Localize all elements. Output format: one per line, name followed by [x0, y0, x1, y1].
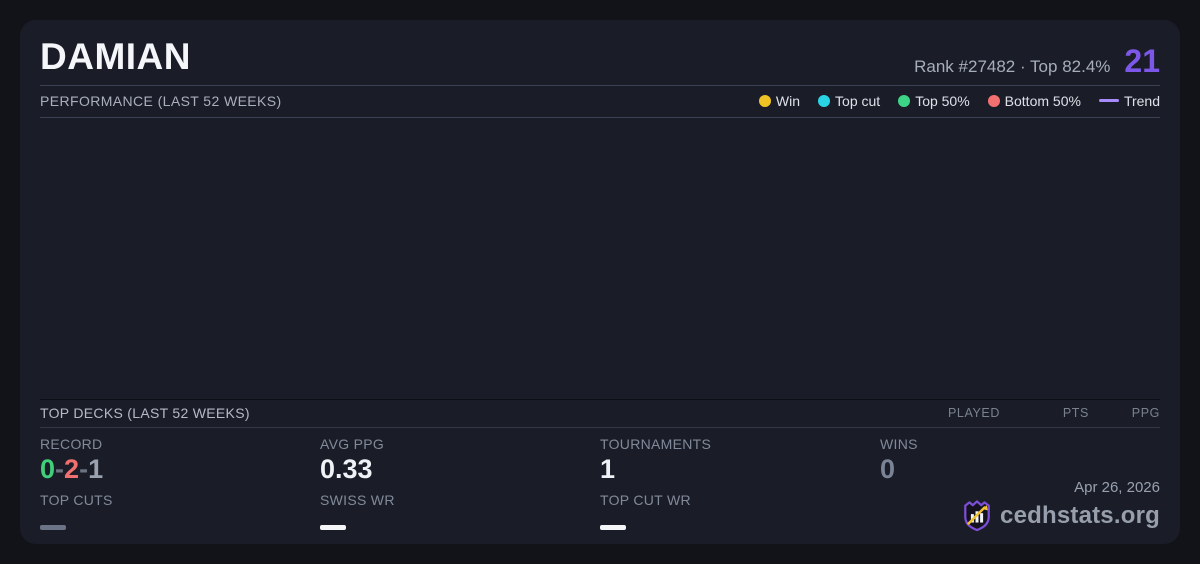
performance-header-row: PERFORMANCE (LAST 52 WEEKS) Win Top cut … — [40, 86, 1160, 117]
stat-top-cuts: TOP CUTS — [40, 492, 320, 530]
brand-name: cedhstats.org — [1000, 501, 1160, 529]
brand[interactable]: cedhstats.org — [962, 499, 1160, 532]
record-draws: 1 — [88, 453, 104, 484]
legend-item-trend[interactable]: Trend — [1098, 92, 1160, 109]
top-decks-columns: PLAYED PTS PPG — [938, 406, 1160, 420]
generated-date: Apr 26, 2026 — [1074, 479, 1160, 496]
card-header: DAMIAN Rank #27482 · Top 82.4% 21 — [40, 36, 1160, 85]
stats-grid: RECORD 0-2-1 AVG PPG 0.33 TOURNAMENTS 1 … — [40, 428, 1160, 530]
bottom-50-dot-icon — [987, 94, 1000, 107]
stat-label: RECORD — [40, 435, 103, 452]
stat-tournaments: TOURNAMENTS 1 — [600, 436, 880, 485]
stat-top-cut-wr: TOP CUT WR — [600, 492, 880, 530]
score-value: 21 — [1124, 42, 1160, 79]
top-cut-wr-empty-value — [600, 525, 626, 530]
stat-wins: WINS 0 — [880, 436, 1160, 485]
card-footer: Apr 26, 2026 cedhstats.org — [962, 479, 1160, 532]
record-separator: - — [55, 453, 65, 484]
chart-legend: Win Top cut Top 50% Bottom 50% Trend — [758, 92, 1160, 109]
column-header-pts: PTS — [1062, 405, 1089, 420]
column-header-ppg: PPG — [1131, 405, 1160, 420]
stat-record: RECORD 0-2-1 — [40, 436, 320, 485]
rank-text: Rank #27482 · Top 82.4% — [914, 56, 1111, 76]
legend-label: Top cut — [835, 92, 881, 109]
header-divider — [40, 84, 1160, 86]
tournaments-value: 1 — [600, 453, 616, 484]
record-separator: - — [79, 453, 89, 484]
record-wins: 0 — [40, 453, 56, 484]
stat-avg-ppg: AVG PPG 0.33 — [320, 436, 600, 485]
trend-line-icon — [1098, 99, 1119, 103]
swiss-wr-empty-value — [320, 525, 346, 530]
legend-label: Top 50% — [915, 92, 970, 109]
legend-label: Win — [775, 92, 801, 109]
stat-label: SWISS WR — [320, 492, 395, 508]
top-cut-dot-icon — [818, 94, 831, 107]
stat-label: WINS — [880, 435, 918, 452]
avg-ppg-value: 0.33 — [320, 453, 373, 484]
player-stats-card: DAMIAN Rank #27482 · Top 82.4% 21 PERFOR… — [20, 20, 1180, 544]
stat-label: AVG PPG — [320, 435, 385, 452]
legend-item-top-cut[interactable]: Top cut — [818, 93, 880, 109]
record-losses: 2 — [64, 453, 80, 484]
stat-label: TOP CUTS — [40, 492, 113, 508]
legend-item-bottom-50[interactable]: Bottom 50% — [987, 92, 1081, 109]
cedhstats-logo-icon — [964, 500, 990, 532]
legend-label: Trend — [1123, 92, 1160, 109]
stat-label: TOURNAMENTS — [600, 435, 712, 452]
performance-title: PERFORMANCE (LAST 52 WEEKS) — [40, 92, 282, 109]
rank-summary: Rank #27482 · Top 82.4% 21 — [914, 42, 1160, 79]
legend-label: Bottom 50% — [1004, 92, 1081, 109]
top-decks-title: TOP DECKS (LAST 52 WEEKS) — [40, 404, 250, 421]
win-dot-icon — [758, 94, 771, 107]
top-50-dot-icon — [898, 94, 911, 107]
legend-item-top-50[interactable]: Top 50% — [898, 92, 970, 109]
record-value: 0-2-1 — [40, 454, 320, 485]
column-header-played: PLAYED — [947, 405, 1000, 420]
performance-divider — [40, 116, 1160, 118]
stat-label: TOP CUT WR — [600, 492, 691, 508]
legend-item-win[interactable]: Win — [758, 92, 801, 109]
performance-chart — [40, 118, 1160, 399]
player-name: DAMIAN — [40, 36, 191, 77]
wins-value: 0 — [880, 453, 896, 484]
top-decks-header-row: TOP DECKS (LAST 52 WEEKS) PLAYED PTS PPG — [40, 398, 1160, 428]
top-cuts-empty-value — [40, 525, 66, 530]
stat-swiss-wr: SWISS WR — [320, 492, 600, 530]
